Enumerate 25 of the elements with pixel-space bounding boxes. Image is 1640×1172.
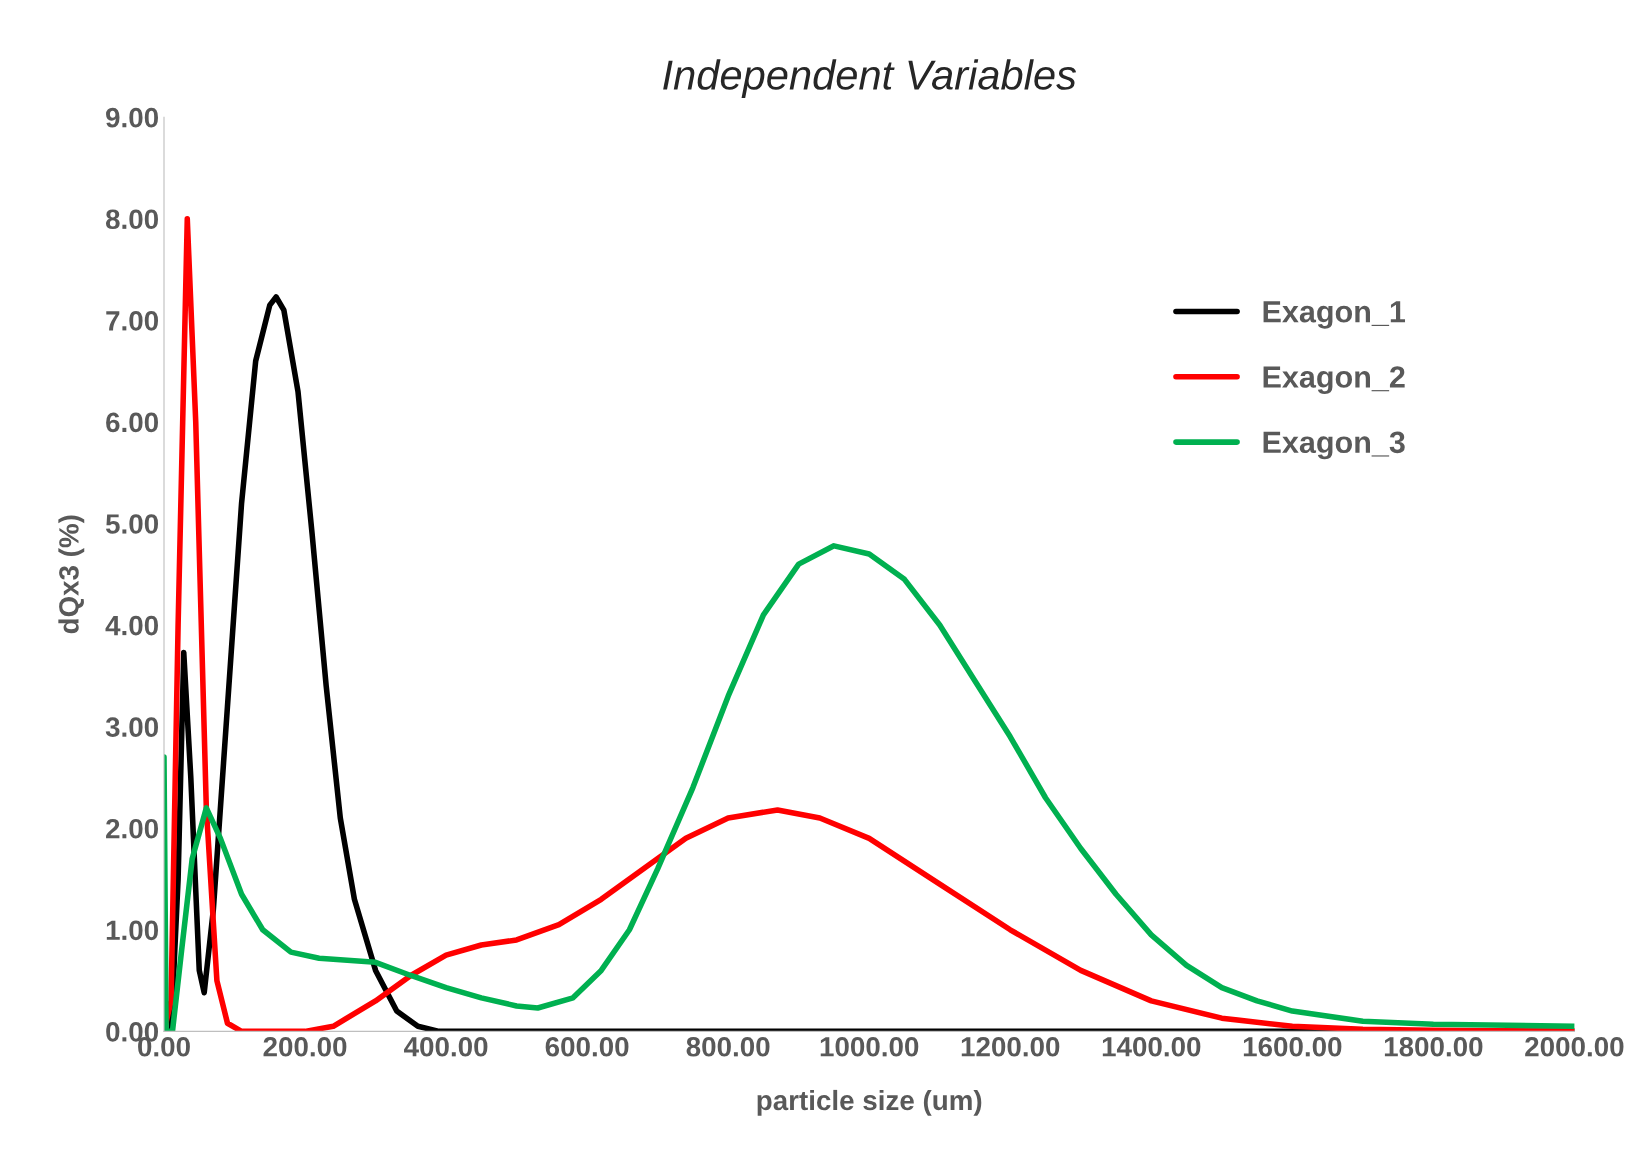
legend-label: Exagon_2 (1263, 366, 1405, 395)
x-tick-label: 1800.00 (1384, 1036, 1483, 1057)
y-tick-label: 4.00 (105, 615, 159, 636)
y-tick-label: 9.00 (106, 107, 159, 128)
y-tick-label: 5.00 (105, 514, 159, 534)
y-tick-label: 2.00 (106, 818, 159, 839)
x-tick-label: 1400.00 (1102, 1036, 1201, 1057)
x-tick-label: 600.00 (545, 1036, 629, 1057)
y-tick-label: 7.00 (106, 311, 159, 331)
x-tick-label: 200.00 (263, 1036, 347, 1057)
y-tick-label: 6.00 (106, 412, 159, 433)
y-tick-label: 1.00 (106, 920, 159, 941)
x-tick-label: 800.00 (686, 1036, 770, 1057)
y-axis-title: dQx3 (%) (58, 515, 85, 634)
chart-title: Independent Variables (663, 59, 1077, 99)
x-tick-label: 1200.00 (961, 1036, 1060, 1057)
x-tick-label: 1600.00 (1243, 1036, 1342, 1057)
legend-label: Exagon_3 (1263, 431, 1405, 460)
x-tick-label: 2000.00 (1525, 1036, 1624, 1057)
x-tick-label: 1000.00 (820, 1036, 919, 1057)
y-tick-label: 8.00 (105, 209, 159, 230)
x-tick-label: 400.00 (404, 1036, 488, 1057)
x-axis-title: particle size (um) (757, 1089, 982, 1116)
y-tick-label: 3.00 (105, 717, 159, 738)
legend-label: Exagon_1 (1263, 301, 1406, 329)
